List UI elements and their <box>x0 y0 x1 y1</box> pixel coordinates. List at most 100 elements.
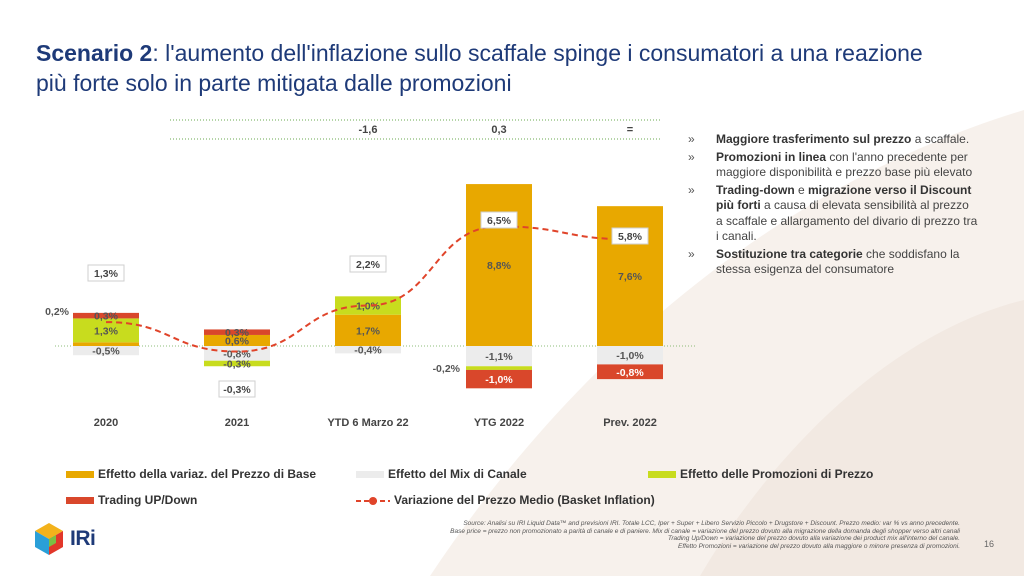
bar-segment <box>466 346 532 367</box>
page-number: 16 <box>984 539 995 549</box>
bar-segment-label: -1,1% <box>485 351 513 363</box>
bar-segment-label: -0,5% <box>92 346 120 358</box>
bar-segment <box>73 318 139 343</box>
source-line: Base price = prezzo non promozionato a p… <box>450 527 960 535</box>
legend-label: Effetto delle Promozioni di Prezzo <box>680 467 874 481</box>
bullet-bold: Maggiore trasferimento sul prezzo <box>716 132 912 146</box>
bullet-item: » Maggiore trasferimento sul prezzo a sca… <box>688 132 978 148</box>
bar-segment-label: -0,2% <box>433 363 461 375</box>
legend-label: Effetto del Mix di Canale <box>388 467 527 481</box>
bullet-bold: Sostituzione tra categorie <box>716 246 863 261</box>
legend-label: Variazione del Prezzo Medio (Basket Infl… <box>394 493 655 507</box>
top-row-value: 0,3 <box>491 124 506 136</box>
legend-label: Effetto della variaz. del Prezzo di Base <box>98 467 317 481</box>
bar-segment-label: -0,8% <box>616 367 644 379</box>
insight-bullets: » Maggiore trasferimento sul prezzo a sca… <box>688 132 978 280</box>
legend-swatch <box>356 470 384 478</box>
bullet-item: » Promozioni in linea con l'anno preceden… <box>688 150 978 181</box>
logo-cube-icon <box>35 523 63 555</box>
bar-segment <box>73 342 139 346</box>
bar-segment <box>204 360 270 367</box>
bar-segment <box>597 346 663 365</box>
bar-segment-label: -0,3% <box>223 358 251 370</box>
x-tick-label: YTG 2022 <box>474 417 524 429</box>
legend-label: Trading UP/Down <box>98 493 198 507</box>
legend-item: Effetto del Mix di Canale <box>356 467 527 481</box>
source-line: Trading Up/Down = variazione del prezzo … <box>667 535 960 543</box>
bullet-mark: » <box>688 132 695 146</box>
bar-segment <box>204 334 270 346</box>
iri-logo: IRi <box>34 519 124 559</box>
source-line: Source: Analisi su IRI Liquid Data™ and … <box>463 520 960 527</box>
legend-swatch <box>648 470 676 478</box>
line-value-box <box>480 211 518 229</box>
bar-segment-label: -0,4% <box>354 345 382 357</box>
bar-segment <box>597 364 663 380</box>
source-note: Source: Analisi su IRI Liquid Data™ and … <box>400 520 960 550</box>
bar-segment <box>73 346 139 356</box>
bar-segment <box>335 346 401 354</box>
bullet-text: a causa di elevata sensibilità al prezzo… <box>716 198 978 243</box>
line-value-label: -0,3% <box>223 384 251 396</box>
bar-segment <box>204 329 270 335</box>
bullet-text: con l'anno precedente per maggiore dispo… <box>716 149 973 180</box>
x-tick-label: 2020 <box>94 417 118 429</box>
legend-item: Variazione del Prezzo Medio (Basket Infl… <box>356 493 655 507</box>
bullet-mark: » <box>688 182 695 197</box>
legend-item: Effetto delle Promozioni di Prezzo <box>648 467 873 481</box>
top-row-value: = <box>627 124 633 136</box>
line-value-box <box>611 227 649 245</box>
page-title: Scenario 2: l'aumento dell'inflazione su… <box>36 38 936 98</box>
chart-legend: Effetto della variaz. del Prezzo di Base… <box>66 464 966 514</box>
top-row-value: -1,6 <box>359 124 378 136</box>
x-tick-label: 2021 <box>225 417 249 429</box>
bar-segment-label: 1,0% <box>356 301 381 313</box>
bar-segment <box>466 369 532 389</box>
bar-segment <box>335 314 401 346</box>
legend-swatch <box>66 470 94 478</box>
bar-segment <box>466 184 532 346</box>
bar-segment-label: 0,3% <box>94 311 119 323</box>
page-title-lead: Scenario 2 <box>36 40 153 66</box>
page-title-rest: : l'aumento dell'inflazione sullo scaffa… <box>36 40 923 96</box>
bullet-item: » Trading-down e migrazione verso il Disc… <box>688 183 978 245</box>
x-tick-label: YTD 6 Marzo 22 <box>327 417 408 429</box>
line-value-label: 1,3% <box>94 268 119 280</box>
bar-segment <box>466 366 532 370</box>
bullet-item: » Sostituzione tra categorie che soddisfa… <box>688 247 978 278</box>
legend-line-swatch <box>356 495 390 505</box>
bullet-mark: » <box>688 246 695 261</box>
bar-segment-label: 0,6% <box>225 335 250 347</box>
bar-segment <box>335 296 401 315</box>
source-line: Effetto Promozioni = variazione del prez… <box>678 542 960 550</box>
logo-text: IRi <box>70 527 96 550</box>
legend-item: Trading UP/Down <box>66 493 197 507</box>
bar-segment-label: -1,0% <box>485 374 513 386</box>
line-value-box <box>218 380 256 398</box>
line-value-label: 6,5% <box>487 215 512 227</box>
line-value-label: 5,8% <box>618 231 643 243</box>
line-value-box <box>87 264 125 282</box>
bar-segment-label: 1,7% <box>356 325 381 337</box>
bar-segment-label: -1,0% <box>616 350 644 362</box>
bar-segment <box>73 312 139 319</box>
bar-segment-label: 1,3% <box>94 325 119 337</box>
bullet-mark: » <box>688 149 695 164</box>
bullet-text: e <box>794 182 808 197</box>
legend-item: Effetto della variaz. del Prezzo di Base <box>66 467 316 481</box>
bullet-bold: migrazione verso il Discount più forti <box>716 182 972 213</box>
bullet-bold: Promozioni in linea <box>716 149 827 164</box>
bar-segment-label: 8,8% <box>487 260 512 272</box>
x-tick-label: Prev. 2022 <box>603 417 657 429</box>
bar-segment-label: 0,3% <box>225 327 250 339</box>
bullet-text: che soddisfano la stessa esigenza del co… <box>716 246 960 277</box>
bar-segment-label: 0,2% <box>45 306 70 318</box>
bar-segment-label: 7,6% <box>618 271 643 283</box>
bullet-bold: Trading-down <box>716 182 795 197</box>
bullet-text: a scaffale. <box>911 132 970 146</box>
line-value-box <box>349 255 387 273</box>
basket-inflation-line <box>105 225 631 353</box>
line-value-label: 2,2% <box>356 259 381 271</box>
